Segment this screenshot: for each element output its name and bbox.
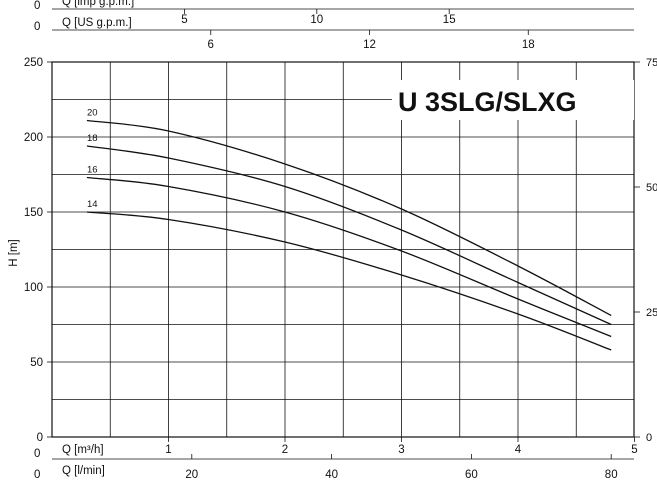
x-tick-label-imp: 5 <box>181 14 187 26</box>
curve-14 <box>86 211 612 351</box>
x-axis-zero-us: 0 <box>34 21 40 33</box>
y-axis: 0 50 100 150 200 250 <box>24 57 52 444</box>
curves: 20 18 16 14 <box>86 108 612 351</box>
curve-label-16: 16 <box>87 165 98 176</box>
top-axes: 0 Q [imp g.p.m.] 5 10 15 0 Q [US g.p.m.] 6 12 18 <box>34 0 634 51</box>
right-tick-label: 75 <box>646 57 657 69</box>
curve-20 <box>86 119 612 317</box>
curve-label-18: 18 <box>87 133 98 144</box>
x-axis-label-m3h: Q [m³/h] <box>62 444 104 456</box>
y-tick-label: 100 <box>24 282 43 294</box>
x-tick-label-m3h: 5 <box>631 444 637 456</box>
x-tick-label-lmin: 80 <box>605 469 618 481</box>
x-tick-label-us: 18 <box>522 39 535 51</box>
x-axis-label-imp: Q [imp g.p.m.] <box>62 0 134 8</box>
chart-title: U 3SLG/SLXG <box>398 87 577 117</box>
y-tick-label: 200 <box>24 132 43 144</box>
x-tick-label-imp: 15 <box>443 14 456 26</box>
y-tick-label: 150 <box>24 207 43 219</box>
x-axis-label-lmin: Q [l/min] <box>62 465 105 477</box>
right-tick-label: 50 <box>646 182 657 194</box>
x-tick-label-lmin: 40 <box>325 469 338 481</box>
y-tick-label: 250 <box>24 57 43 69</box>
x-tick-label-imp: 10 <box>310 14 323 26</box>
y-tick-label: 50 <box>30 357 43 369</box>
x-tick-label-us: 12 <box>363 39 376 51</box>
x-axis-zero-m3h: 0 <box>34 448 40 460</box>
right-axis: 0 25 50 75 <box>634 57 657 444</box>
x-axis-zero-imp: 0 <box>34 0 40 12</box>
curve-18 <box>86 145 612 326</box>
x-tick-label-m3h: 4 <box>515 444 522 456</box>
right-tick-label: 25 <box>646 307 657 319</box>
x-tick-label-m3h: 3 <box>398 444 404 456</box>
x-tick-label-m3h: 2 <box>282 444 288 456</box>
x-tick-label-lmin: 60 <box>465 469 478 481</box>
curve-label-14: 14 <box>87 199 98 210</box>
plot-frame <box>51 61 635 438</box>
y-axis-label: H [m] <box>8 239 20 266</box>
curve-label-20: 20 <box>87 108 98 119</box>
x-tick-label-us: 6 <box>208 39 214 51</box>
x-tick-label-m3h: 1 <box>165 444 171 456</box>
grid <box>51 61 635 438</box>
x-axis-zero-lmin: 0 <box>34 469 40 481</box>
curve-16 <box>86 176 612 338</box>
bottom-axes: 0 Q [m³/h] 1 2 3 4 5 0 Q [l/min] 20 40 60 80 <box>34 437 638 481</box>
x-axis-label-us: Q [US g.p.m.] <box>62 17 132 29</box>
chart-title-backdrop <box>392 80 634 120</box>
y-tick-label: 0 <box>37 432 43 444</box>
x-tick-label-lmin: 20 <box>185 469 198 481</box>
right-tick-label: 0 <box>646 432 652 444</box>
